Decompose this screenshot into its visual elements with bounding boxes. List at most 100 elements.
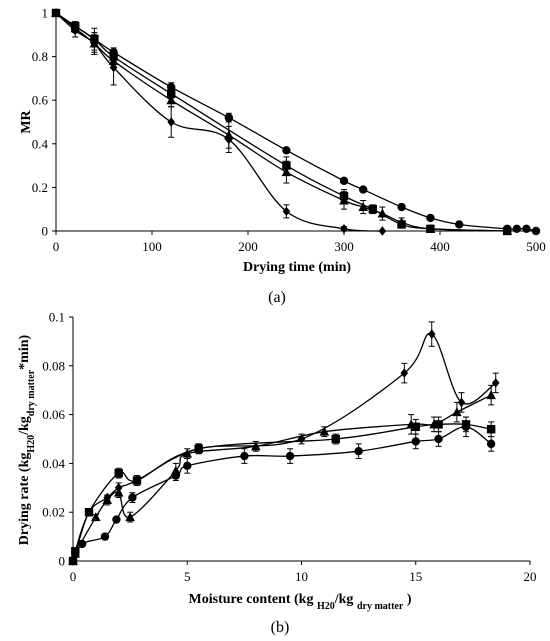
data-point-circle — [167, 82, 176, 92]
data-point-diamond — [491, 378, 500, 388]
data-point-triangle — [91, 512, 101, 522]
data-point-circle — [461, 422, 471, 431]
y-tick-label: 0.2 — [32, 180, 48, 195]
data-point-diamond — [427, 329, 436, 339]
y-tick-label: 0.6 — [32, 93, 49, 108]
data-point-circle — [112, 515, 121, 524]
series-triangle — [68, 384, 496, 565]
series-square — [51, 8, 512, 236]
series-line — [55, 12, 508, 232]
data-point-circle — [68, 556, 78, 566]
data-point-triangle — [319, 426, 330, 436]
data-point-circle — [434, 434, 443, 444]
data-point-square — [282, 161, 291, 170]
series-line — [72, 426, 492, 562]
y-tick-label: 0.8 — [32, 49, 48, 64]
x-axis-label: Drying time (min) — [243, 260, 351, 275]
y-tick-label: 0 — [59, 554, 66, 569]
series-circle — [68, 416, 496, 566]
data-point-triangle — [486, 390, 496, 400]
y-tick-label: 0.06 — [42, 407, 65, 422]
panel-b-chart: 0 5 10 15 20 0 0.02 0.04 0.06 0.08 0.1 Moisture con… — [17, 310, 537, 637]
x-tick-label: 500 — [526, 239, 546, 254]
series-square — [68, 416, 496, 566]
data-point-circle — [128, 493, 137, 502]
data-point-circle — [183, 461, 192, 471]
data-point-triangle — [166, 95, 176, 105]
data-point-circle — [77, 539, 87, 549]
x-tick-label: 20 — [524, 569, 537, 584]
data-point-diamond — [378, 226, 387, 236]
data-point-diamond — [167, 117, 175, 127]
data-point-circle — [100, 532, 110, 541]
series-circle — [51, 8, 541, 236]
x-tick-label: 300 — [334, 239, 354, 254]
x-tick-label: 100 — [142, 239, 162, 254]
y-tick-label: 0 — [42, 224, 49, 239]
data-point-triangle — [113, 487, 124, 497]
data-point-circle — [397, 202, 406, 212]
panel-a-chart: 0 100 200 300 400 500 0 0.2 0.4 0.6 0.8 1 Drying tim… — [19, 6, 546, 307]
data-point-circle — [339, 176, 349, 186]
x-axis-label: Moisture content (kg H20/kg dry matter ) — [189, 592, 412, 612]
data-point-circle — [90, 34, 99, 44]
y-tick-label: 0.4 — [32, 136, 49, 151]
x-tick-label: 15 — [409, 569, 422, 584]
data-point-triangle — [224, 130, 234, 140]
y-tick-label: 1 — [42, 6, 49, 21]
data-point-circle — [109, 48, 118, 57]
data-point-circle — [512, 224, 521, 234]
data-point-triangle — [182, 448, 193, 458]
series-line — [55, 12, 383, 232]
data-point-circle — [51, 8, 61, 18]
data-point-diamond — [282, 206, 291, 217]
data-point-square — [486, 425, 496, 434]
panel-label: (b) — [271, 619, 290, 636]
data-point-circle — [486, 439, 496, 449]
y-tick-label: 0.08 — [42, 358, 65, 373]
x-tick-label: 0 — [53, 239, 60, 254]
x-tick-label: 200 — [238, 239, 258, 254]
data-point-square — [71, 547, 80, 556]
data-point-circle — [426, 213, 435, 223]
data-point-square — [339, 191, 349, 201]
data-point-circle — [411, 437, 420, 446]
data-point-circle — [171, 471, 181, 480]
data-point-square — [132, 476, 142, 485]
data-point-triangle — [102, 495, 113, 504]
data-point-diamond — [457, 397, 466, 408]
data-point-diamond — [400, 368, 409, 378]
series-diamond — [69, 321, 500, 566]
x-tick-label: 10 — [295, 569, 308, 584]
data-point-square — [84, 508, 94, 517]
data-point-square — [426, 224, 435, 234]
series-diamond — [52, 8, 387, 236]
data-point-square — [397, 220, 406, 229]
data-point-circle — [503, 224, 512, 234]
data-point-triangle — [358, 202, 368, 212]
data-point-circle — [522, 224, 531, 234]
data-point-circle — [240, 451, 249, 461]
data-point-triangle — [452, 407, 462, 417]
y-tick-label: 0.04 — [42, 456, 65, 471]
data-point-square — [167, 89, 176, 98]
data-point-square — [114, 468, 123, 478]
data-point-square — [194, 444, 203, 453]
x-tick-label: 400 — [430, 239, 450, 254]
data-point-square — [368, 205, 377, 214]
data-point-circle — [455, 220, 464, 229]
series-line — [55, 12, 537, 232]
series-line — [55, 12, 508, 232]
data-point-square — [411, 422, 420, 431]
y-axis-label: Drying rate (kgH20/kgdry matter*min) — [17, 334, 37, 545]
series-line — [72, 332, 497, 562]
y-axis-label: MR — [19, 109, 34, 133]
x-tick-label: 5 — [184, 569, 191, 584]
data-point-square — [434, 420, 443, 429]
y-tick-label: 0.02 — [42, 505, 65, 520]
data-point-circle — [282, 146, 291, 155]
data-point-diamond — [340, 224, 348, 234]
data-point-circle — [359, 185, 368, 194]
data-point-triangle — [251, 441, 261, 451]
x-tick-label: 0 — [70, 569, 77, 584]
